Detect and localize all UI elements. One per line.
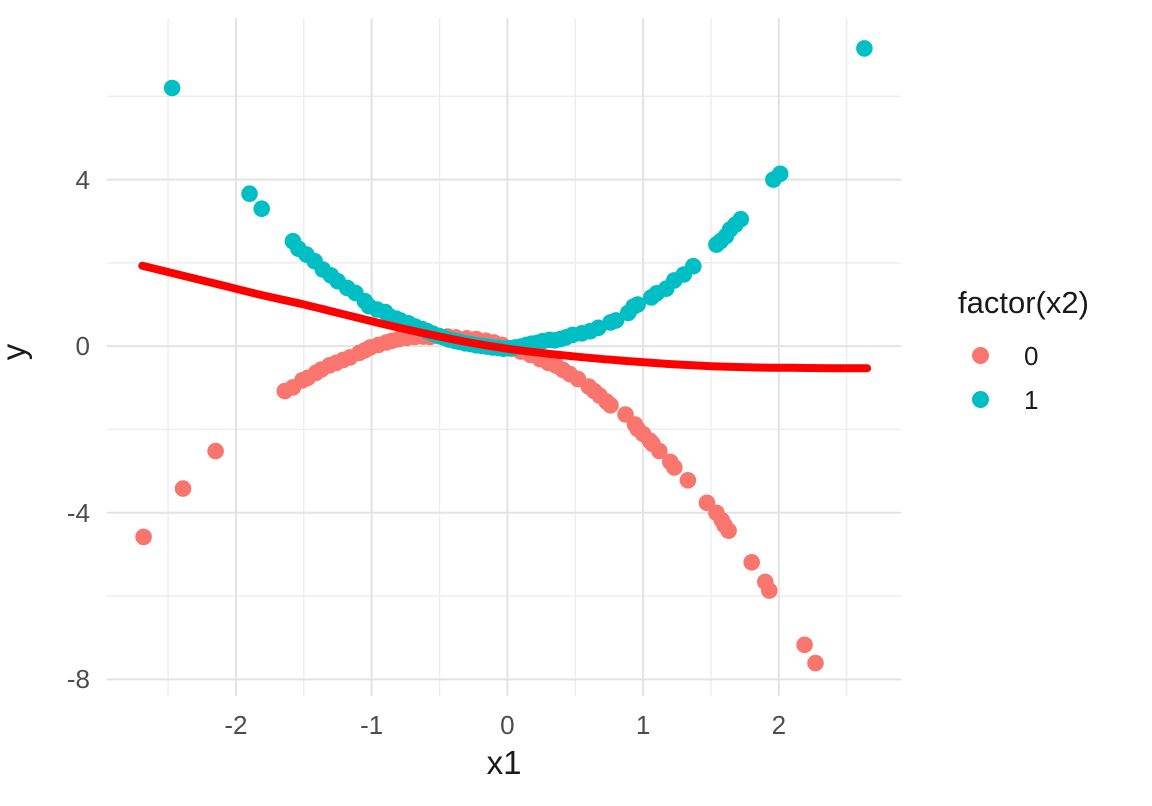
- legend-item-factor-0: 0: [952, 339, 1152, 373]
- data-point: [732, 210, 750, 228]
- legend-key-dot-factor-0: [972, 347, 989, 364]
- data-point: [253, 200, 270, 217]
- data-point: [651, 442, 668, 460]
- data-point: [856, 40, 873, 57]
- y-tick-label: 0: [75, 331, 90, 362]
- x-tick-label: -2: [224, 710, 248, 740]
- legend-key-dot-factor-1: [972, 391, 989, 408]
- x-tick-label: 0: [500, 710, 515, 740]
- x-tick-label: 2: [771, 710, 787, 740]
- data-point: [135, 528, 152, 546]
- data-point: [720, 522, 737, 539]
- data-point: [771, 165, 789, 183]
- x-tick-label: -1: [360, 710, 384, 740]
- data-point: [807, 654, 824, 672]
- data-point: [796, 636, 813, 654]
- data-point: [679, 472, 697, 489]
- legend: factor(x2) 0 1: [952, 280, 1152, 430]
- legend-item-factor-1: 1: [952, 383, 1152, 417]
- legend-label-factor-0: 0: [1024, 341, 1039, 371]
- series-points-factor-1: [163, 40, 873, 358]
- data-point: [241, 185, 258, 202]
- data-point: [602, 397, 619, 414]
- y-tick-label: -4: [66, 497, 90, 528]
- minor-gridlines: [107, 18, 901, 696]
- y-axis-title: y: [0, 344, 32, 361]
- smooth-line: [138, 261, 872, 373]
- data-point: [629, 296, 646, 313]
- data-point: [207, 442, 224, 460]
- data-point: [163, 79, 181, 97]
- legend-title: factor(x2): [958, 285, 1089, 320]
- data-point: [685, 257, 702, 275]
- series-points-factor-0: [135, 327, 824, 672]
- legend-label-factor-1: 1: [1024, 385, 1039, 415]
- data-point: [761, 582, 778, 599]
- x-axis-title: x1: [486, 744, 522, 781]
- data-point: [607, 312, 625, 329]
- y-tick-label: 4: [75, 164, 90, 195]
- data-point: [174, 480, 192, 497]
- y-tick-label: -8: [66, 664, 90, 695]
- major-gridlines: [107, 18, 901, 696]
- data-point: [666, 459, 683, 476]
- data-point: [743, 554, 760, 571]
- x-tick-label: 1: [635, 710, 651, 740]
